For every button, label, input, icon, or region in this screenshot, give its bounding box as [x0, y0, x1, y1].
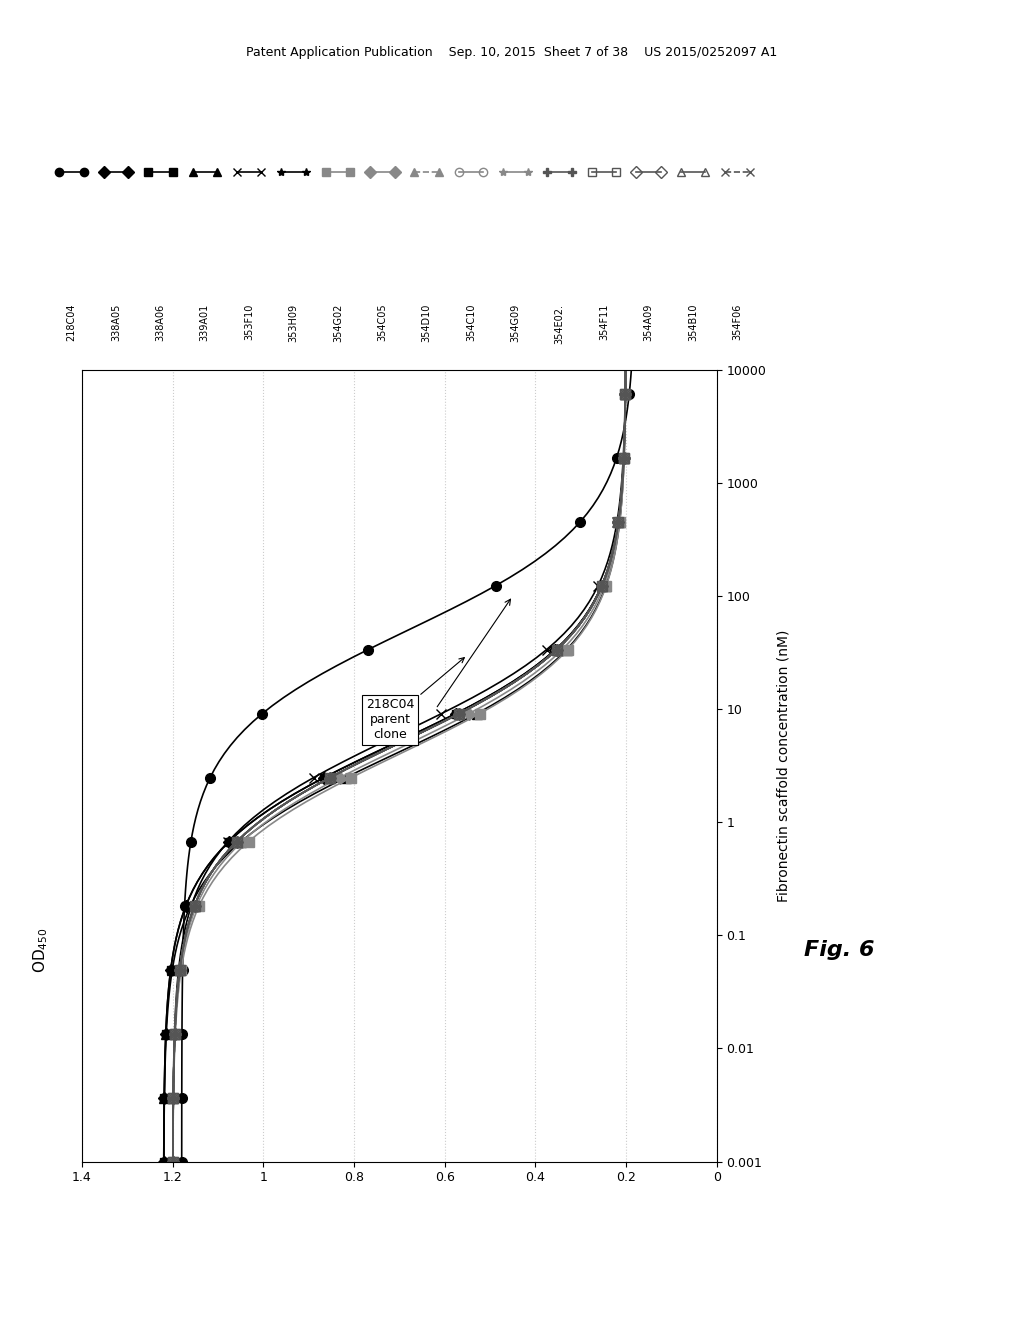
Text: Fig. 6: Fig. 6: [805, 940, 874, 961]
Text: 218C04
parent
clone: 218C04 parent clone: [367, 657, 464, 742]
Text: 353F10: 353F10: [244, 304, 254, 341]
Text: 339A01: 339A01: [200, 304, 210, 341]
Text: 338A06: 338A06: [156, 304, 166, 341]
Text: 354B10: 354B10: [688, 304, 698, 341]
Text: 354C10: 354C10: [466, 304, 476, 341]
Text: 218C04: 218C04: [67, 304, 77, 341]
Text: OD$_{450}$: OD$_{450}$: [32, 928, 50, 973]
Text: 354G02: 354G02: [333, 304, 343, 342]
Text: 354G09: 354G09: [510, 304, 520, 342]
Text: 354A09: 354A09: [643, 304, 653, 341]
Text: Patent Application Publication    Sep. 10, 2015  Sheet 7 of 38    US 2015/025209: Patent Application Publication Sep. 10, …: [247, 46, 777, 59]
Text: 338A05: 338A05: [111, 304, 121, 341]
Text: Fibronectin scaffold concentration (nM): Fibronectin scaffold concentration (nM): [776, 630, 791, 902]
Text: 353H09: 353H09: [289, 304, 299, 342]
Text: 354E02.: 354E02.: [555, 304, 565, 343]
Text: 354F06: 354F06: [732, 304, 742, 341]
Text: 354D10: 354D10: [422, 304, 432, 342]
Text: 354F11: 354F11: [599, 304, 609, 341]
Text: 354C05: 354C05: [377, 304, 387, 342]
